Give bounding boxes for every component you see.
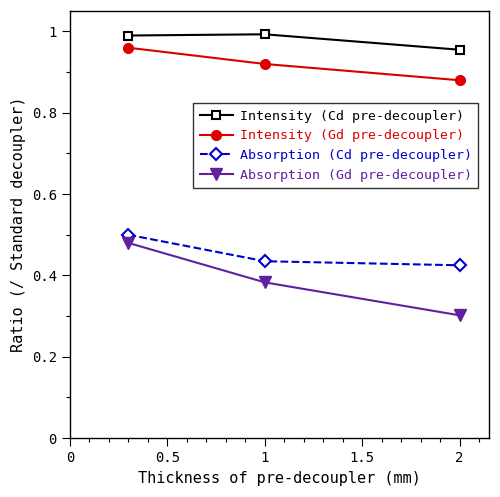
Intensity (Cd pre-decoupler) bbox=[262, 31, 268, 37]
Absorption (Gd pre-decoupler) bbox=[126, 240, 132, 246]
Absorption (Gd pre-decoupler) bbox=[262, 279, 268, 285]
Absorption (Cd pre-decoupler) bbox=[456, 262, 462, 268]
Y-axis label: Ratio (/ Standard decoupler): Ratio (/ Standard decoupler) bbox=[11, 97, 26, 352]
Intensity (Gd pre-decoupler) bbox=[126, 45, 132, 51]
Intensity (Gd pre-decoupler) bbox=[456, 77, 462, 83]
Intensity (Cd pre-decoupler) bbox=[126, 32, 132, 38]
Intensity (Gd pre-decoupler) bbox=[262, 61, 268, 67]
Legend: Intensity (Cd pre-decoupler), Intensity (Gd pre-decoupler), Absorption (Cd pre-d: Intensity (Cd pre-decoupler), Intensity … bbox=[194, 103, 478, 188]
Line: Absorption (Cd pre-decoupler): Absorption (Cd pre-decoupler) bbox=[124, 231, 464, 269]
Line: Intensity (Cd pre-decoupler): Intensity (Cd pre-decoupler) bbox=[124, 30, 464, 54]
X-axis label: Thickness of pre-decoupler (mm): Thickness of pre-decoupler (mm) bbox=[138, 471, 421, 486]
Intensity (Cd pre-decoupler) bbox=[456, 47, 462, 53]
Line: Absorption (Gd pre-decoupler): Absorption (Gd pre-decoupler) bbox=[123, 238, 465, 321]
Absorption (Cd pre-decoupler) bbox=[262, 258, 268, 264]
Line: Intensity (Gd pre-decoupler): Intensity (Gd pre-decoupler) bbox=[124, 43, 464, 85]
Absorption (Gd pre-decoupler) bbox=[456, 312, 462, 318]
Absorption (Cd pre-decoupler) bbox=[126, 232, 132, 238]
